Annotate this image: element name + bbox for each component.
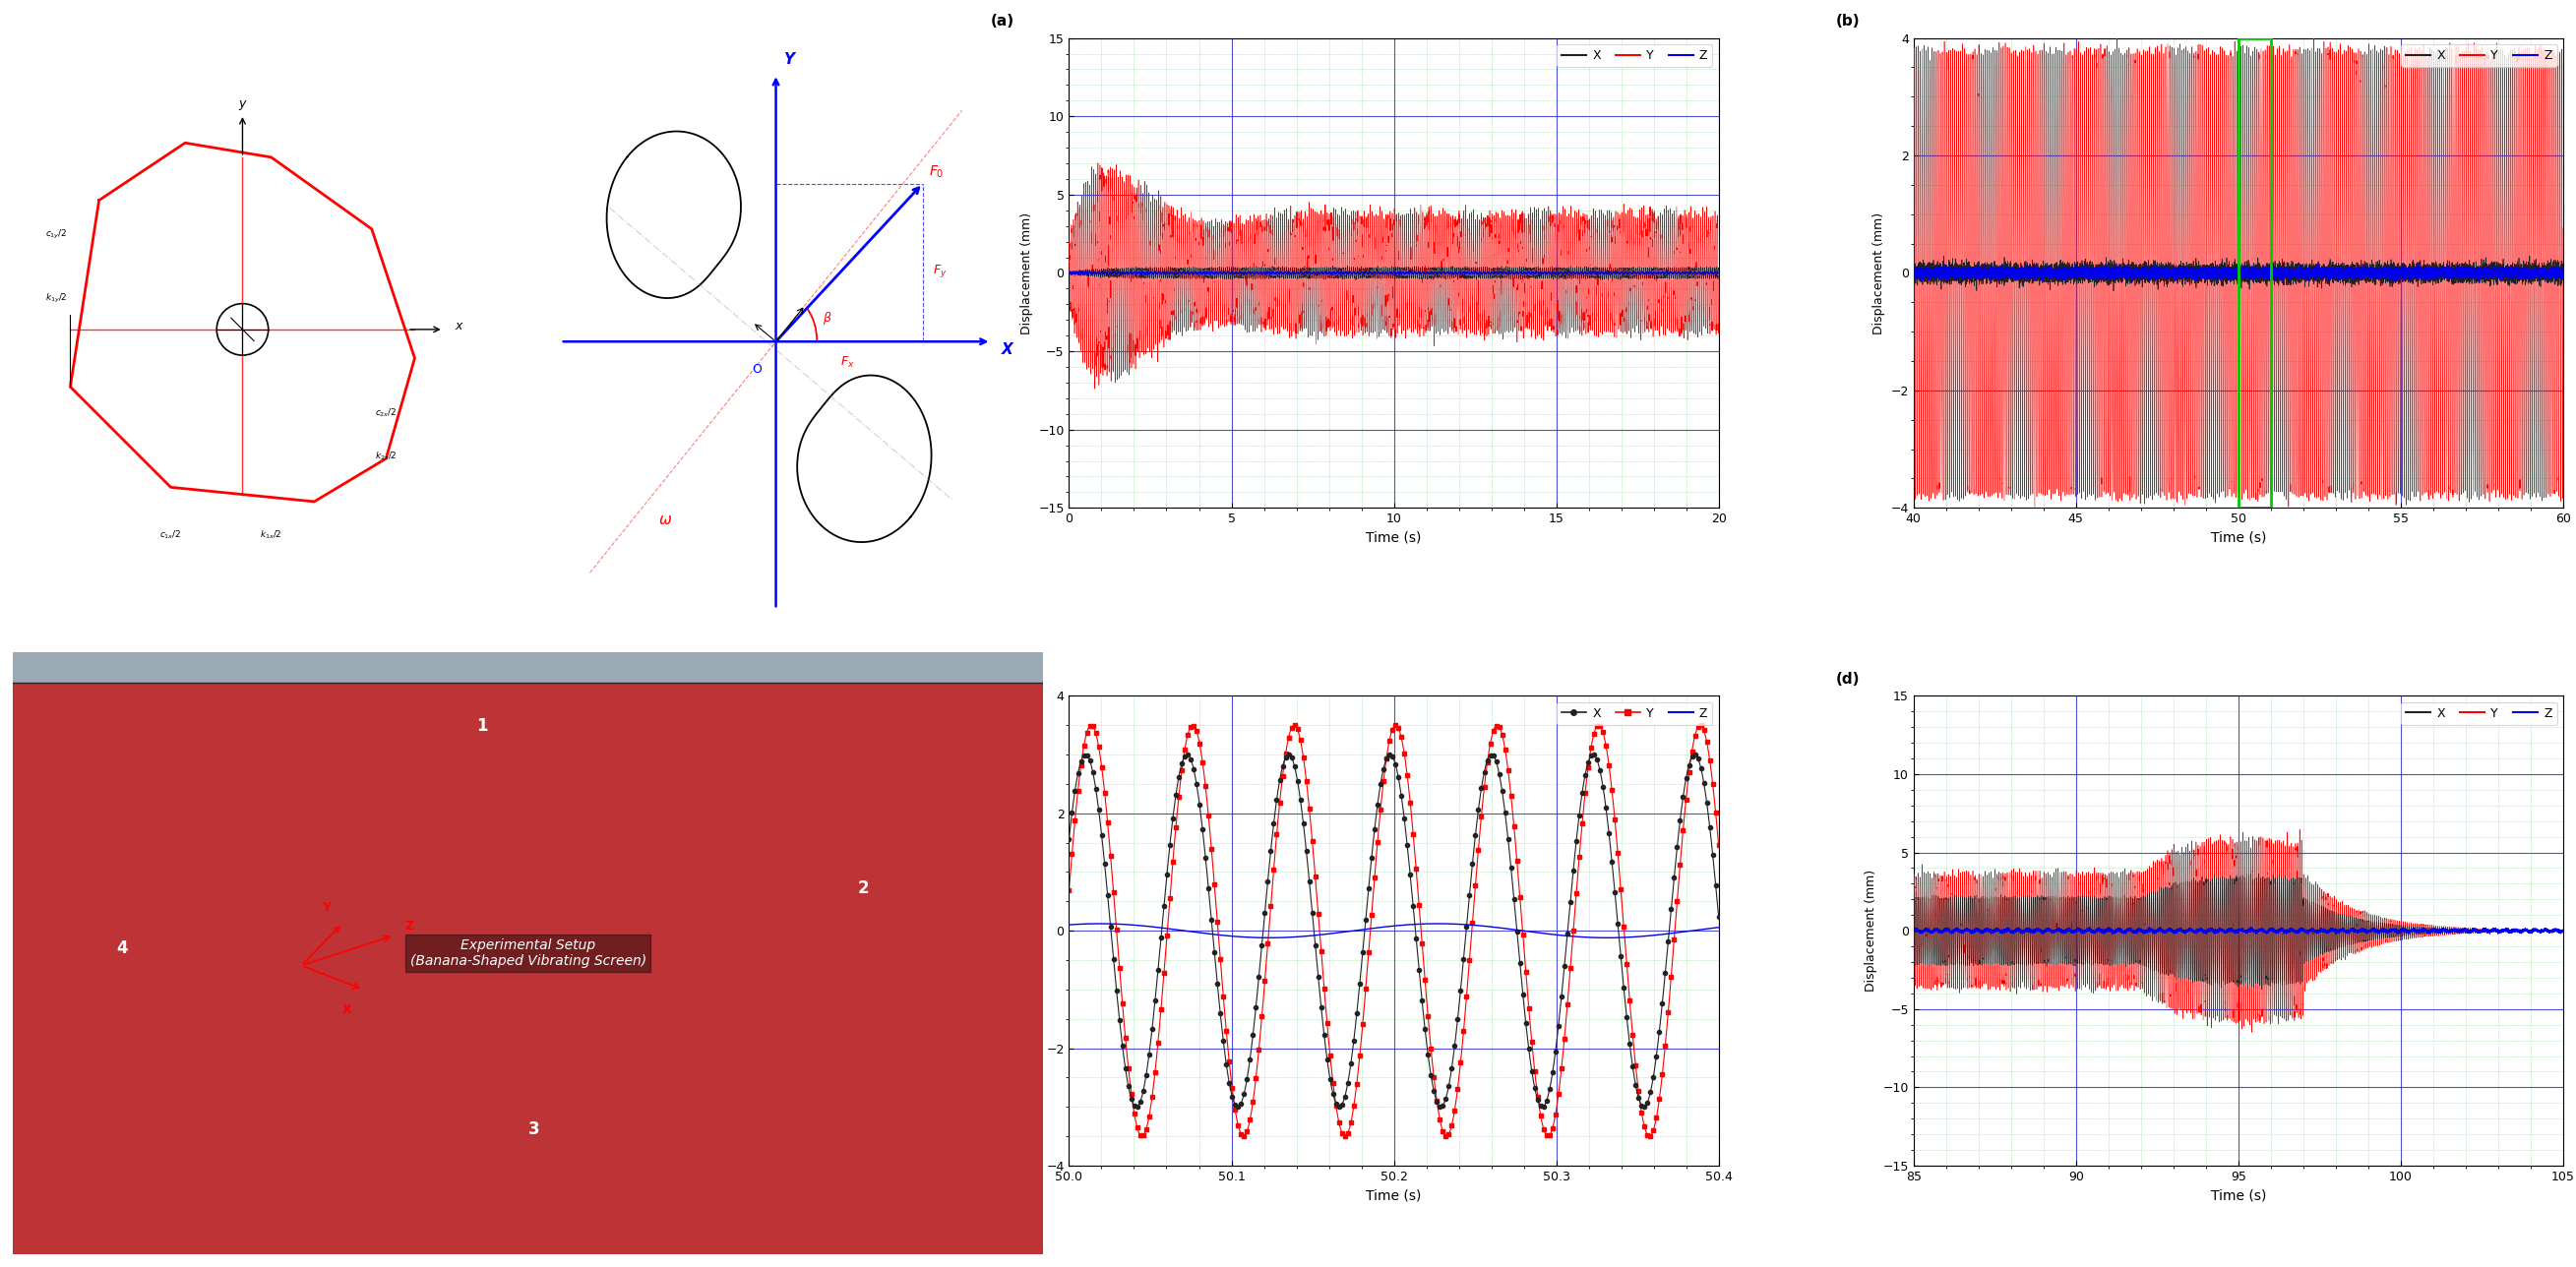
Text: $F_y$: $F_y$	[933, 262, 948, 280]
Text: O: O	[752, 364, 762, 376]
Text: $F_x$: $F_x$	[840, 355, 855, 370]
X-axis label: Time (s): Time (s)	[2210, 531, 2267, 545]
Y-axis label: Displacement (mm): Displacement (mm)	[1865, 869, 1878, 992]
Y-axis label: Displacement (mm): Displacement (mm)	[1020, 212, 1033, 334]
Text: $k_{2x}/2$: $k_{2x}/2$	[376, 450, 397, 462]
Text: x: x	[456, 319, 461, 332]
Text: X: X	[343, 1003, 353, 1016]
Text: 3: 3	[528, 1120, 538, 1138]
FancyBboxPatch shape	[0, 683, 1146, 1267]
Text: $c_{1y}/2$: $c_{1y}/2$	[44, 228, 67, 241]
Text: Y: Y	[322, 901, 330, 915]
Legend: X, Y, Z: X, Y, Z	[1556, 44, 1713, 67]
Text: $k_{1y}/2$: $k_{1y}/2$	[44, 293, 67, 305]
Text: $\beta$: $\beta$	[822, 310, 832, 327]
Y-axis label: Displacement (mm): Displacement (mm)	[1028, 869, 1041, 992]
Legend: X, Y, Z: X, Y, Z	[1556, 702, 1713, 725]
Text: 2: 2	[858, 879, 868, 897]
Legend: X, Y, Z: X, Y, Z	[2401, 44, 2558, 67]
X-axis label: Time (s): Time (s)	[1365, 531, 1422, 545]
Legend: X, Y, Z: X, Y, Z	[2401, 702, 2558, 725]
Text: 1: 1	[477, 717, 487, 735]
Text: $c_{1x}/2$: $c_{1x}/2$	[160, 528, 183, 541]
Y-axis label: Displacement (mm): Displacement (mm)	[1873, 212, 1886, 334]
Text: $c_{2x}/2$: $c_{2x}/2$	[376, 407, 397, 419]
Text: Z: Z	[404, 920, 412, 933]
Text: y: y	[240, 98, 247, 110]
Bar	[2239, 38, 2272, 508]
FancyBboxPatch shape	[0, 473, 1352, 1267]
Text: (c): (c)	[992, 672, 1012, 687]
X-axis label: Time (s): Time (s)	[2210, 1188, 2267, 1202]
Text: 4: 4	[116, 940, 126, 958]
Text: (b): (b)	[1837, 14, 1860, 29]
Text: Y: Y	[783, 52, 793, 67]
Text: $F_0$: $F_0$	[927, 165, 943, 180]
Text: (d): (d)	[1837, 672, 1860, 687]
Text: X: X	[1002, 342, 1012, 357]
Text: $k_{1x}/2$: $k_{1x}/2$	[260, 528, 283, 541]
Text: (a): (a)	[992, 14, 1015, 29]
Text: Experimental Setup
(Banana-Shaped Vibrating Screen): Experimental Setup (Banana-Shaped Vibrat…	[410, 939, 647, 968]
Text: $\omega$: $\omega$	[659, 512, 672, 527]
X-axis label: Time (s): Time (s)	[1365, 1188, 1422, 1202]
